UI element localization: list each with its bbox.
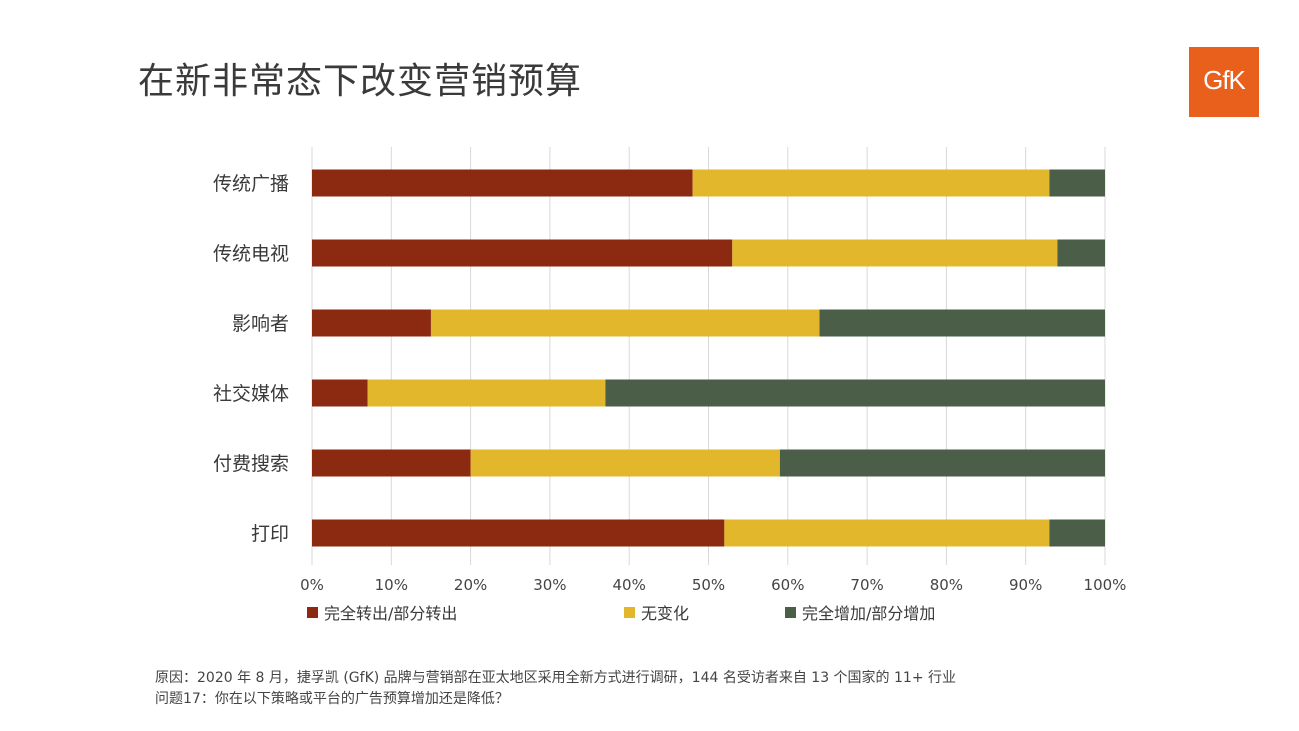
x-tick-labels: 0% 10% 20% 30% 40% 50% 60% 70% 80% 90% 100%: [300, 576, 1126, 594]
footer-notes: 原因：2020 年 8 月，捷孚凯 (GfK) 品牌与营销部在亚太地区采用全新方…: [155, 668, 956, 710]
bar-segment: [470, 449, 780, 477]
bar-segment: [1049, 169, 1105, 197]
legend-label: 无变化: [641, 604, 689, 623]
x-tick-label: 60%: [771, 576, 804, 594]
category-label: 社交媒体: [213, 383, 289, 405]
footer-question: 问题17：你在以下策略或平台的广告预算增加还是降低？: [155, 691, 509, 707]
bar-segment: [732, 239, 1058, 267]
x-tick-label: 70%: [850, 576, 883, 594]
bars-layer: [312, 169, 1105, 547]
x-tick-label: 40%: [613, 576, 646, 594]
bar-segment: [312, 239, 733, 267]
bar-segment: [605, 379, 1105, 407]
category-label: 影响者: [232, 313, 289, 335]
x-tick-label: 100%: [1084, 576, 1127, 594]
x-tick-label: 30%: [533, 576, 566, 594]
x-tick-label: 50%: [692, 576, 725, 594]
footer-source: 原因：2020 年 8 月，捷孚凯 (GfK) 品牌与营销部在亚太地区采用全新方…: [155, 670, 956, 686]
category-label: 打印: [251, 523, 289, 545]
x-tick-label: 20%: [454, 576, 487, 594]
bar-segment: [819, 309, 1105, 337]
bar-segment: [1057, 239, 1105, 267]
grid-layer: [311, 147, 1106, 565]
category-label: 付费搜索: [213, 453, 289, 475]
x-tick-label: 90%: [1009, 576, 1042, 594]
logo-text: GfK: [1203, 65, 1246, 95]
category-label: 传统电视: [213, 243, 289, 265]
bar-segment: [312, 449, 471, 477]
x-tick-label: 80%: [930, 576, 963, 594]
page-title: 在新非常态下改变营销预算: [138, 61, 583, 102]
bar-segment: [312, 169, 693, 197]
legend-swatch: [624, 607, 635, 618]
bar-segment: [724, 519, 1050, 547]
legend-swatch: [307, 607, 318, 618]
legend: 完全转出/部分转出 无变化 完全增加/部分增加: [307, 604, 935, 623]
bar-segment: [1049, 519, 1105, 547]
legend-swatch: [785, 607, 796, 618]
legend-label: 完全转出/部分转出: [324, 604, 457, 623]
bar-segment: [430, 309, 820, 337]
bar-segment: [779, 449, 1105, 477]
bar-segment: [312, 519, 725, 547]
category-label: 传统广播: [213, 173, 289, 195]
x-tick-label: 0%: [300, 576, 324, 594]
x-tick-label: 10%: [375, 576, 408, 594]
bar-segment: [312, 379, 368, 407]
legend-label: 完全增加/部分增加: [802, 604, 935, 623]
gfk-logo: GfK: [1189, 47, 1259, 117]
bar-segment: [692, 169, 1050, 197]
bar-segment: [312, 309, 431, 337]
bar-segment: [367, 379, 606, 407]
